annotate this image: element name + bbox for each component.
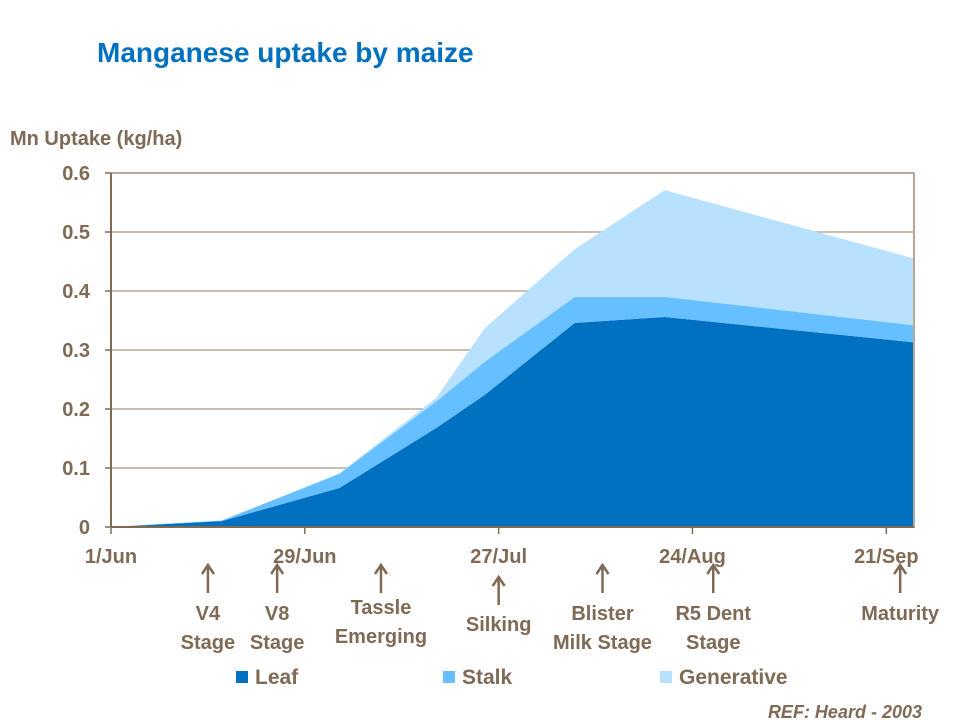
x-tick-label: 1/Jun [85,546,137,568]
arrow-up-icon [893,562,908,593]
stage-label: Maturity [861,603,940,625]
x-tick-label: 29/Jun [273,546,336,568]
legend-swatch-generative [660,671,672,683]
y-tick-label: 0.1 [62,458,90,480]
stage-label: Blister [571,603,633,625]
stage-label: Silking [466,614,532,636]
arrow-up-icon [270,562,285,593]
arrow-up-icon [200,562,215,593]
y-tick-label: 0.2 [62,399,90,421]
legend-label-leaf: Leaf [255,666,299,689]
stage-label: R5 Dent [675,603,751,625]
y-tick-labels: 0 0.1 0.2 0.3 0.4 0.5 0.6 [62,163,91,539]
y-axis-label: Mn Uptake (kg/ha) [10,128,182,150]
area-leaf [111,316,914,527]
axes [105,172,915,534]
legend-swatch-leaf [236,671,248,683]
stage-label: V4 [196,603,221,625]
stage-label: Tassle [351,597,412,619]
area-generative [111,190,914,528]
stage-label: Stage [686,632,740,654]
legend-swatch-stalk [443,671,455,683]
stage-annotation: R5 Dent Stage [675,562,751,654]
y-tick-label: 0.6 [62,163,90,185]
arrow-up-icon [706,562,721,593]
stage-annotations: V4 Stage V8 Stage Tassle Emerging Silking Blist… [181,562,940,654]
y-tick-label: 0 [79,517,90,539]
x-tick-label: 27/Jul [470,546,527,568]
source-note: REF: Heard - 2003 [768,702,922,720]
stage-annotation: Maturity [861,562,940,625]
y-tick-label: 0.4 [62,281,91,303]
plot-areas [111,190,914,528]
stage-annotation: Silking [466,574,532,636]
arrow-up-icon [595,562,610,593]
legend-label-stalk: Stalk [462,666,513,689]
stage-label: Stage [250,632,304,654]
stage-annotation: Tassle Emerging [335,562,427,648]
legend: Leaf Stalk Generative [236,666,788,689]
stage-label: Stage [181,632,235,654]
stage-label: Emerging [335,626,427,648]
chart-title: Manganese uptake by maize [97,37,474,68]
x-tick-label: 21/Sep [854,546,918,568]
y-tick-label: 0.3 [62,340,90,362]
x-tick-labels: 1/Jun 29/Jun 27/Jul 24/Aug 21/Sep [85,546,919,568]
stage-annotation: Blister Milk Stage [553,562,652,654]
stage-annotation: V8 Stage [250,562,304,654]
stage-label: V8 [265,603,289,625]
area-stalk [111,296,914,527]
stage-label: Milk Stage [553,632,652,654]
x-tick-label: 24/Aug [659,546,726,568]
y-tick-label: 0.5 [62,222,90,244]
legend-label-generative: Generative [679,666,788,689]
arrow-up-icon [373,562,389,593]
stage-annotation: V4 Stage [181,562,235,654]
arrow-up-icon [491,574,506,605]
